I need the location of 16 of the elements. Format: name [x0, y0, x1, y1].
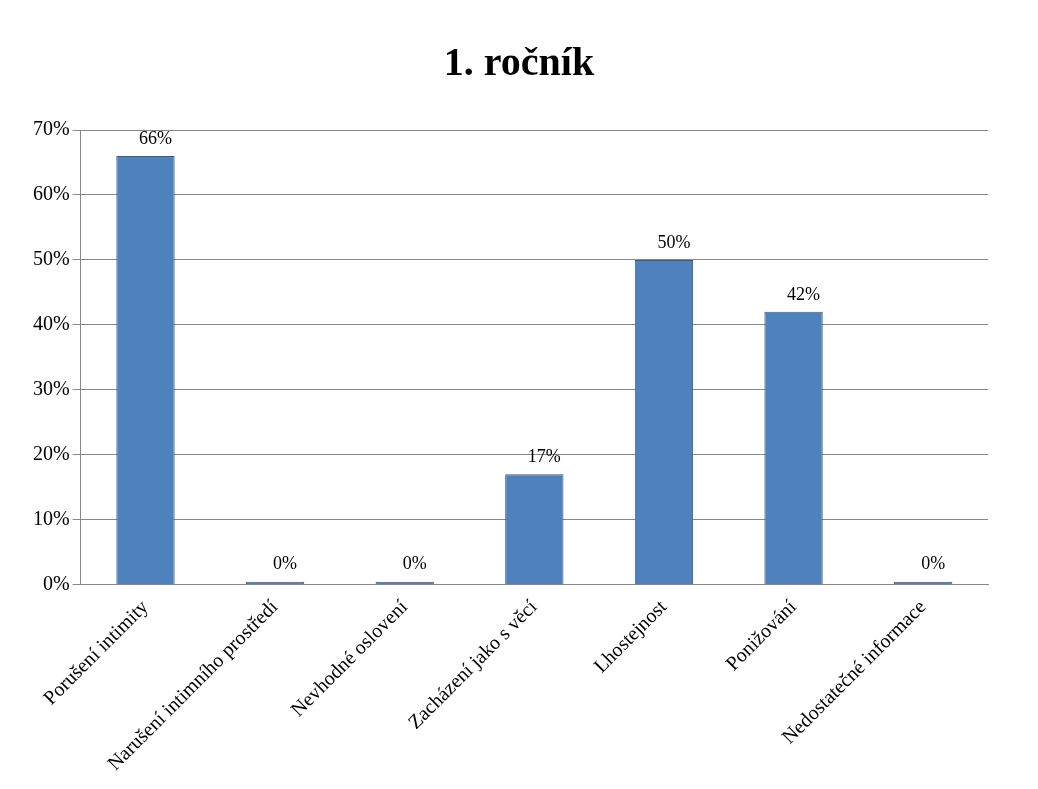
data-label: 17%	[527, 445, 561, 466]
y-tick-label: 60%	[32, 182, 70, 205]
data-label: 42%	[787, 283, 821, 304]
y-tick-label: 50%	[32, 247, 70, 270]
y-tick-label: 70%	[32, 117, 70, 140]
data-label: 50%	[657, 231, 691, 252]
data-label: 0%	[402, 553, 427, 574]
chart-title: 1. ročník	[442, 38, 596, 85]
y-tick-label: 40%	[32, 312, 70, 335]
data-label: 66%	[138, 127, 172, 148]
y-tick-label: 10%	[32, 506, 70, 529]
y-tick-label: 0%	[42, 571, 70, 594]
y-tick-label: 30%	[32, 377, 70, 400]
data-label: 0%	[921, 553, 946, 574]
data-label: 0%	[273, 553, 298, 574]
y-tick-label: 20%	[32, 441, 70, 464]
